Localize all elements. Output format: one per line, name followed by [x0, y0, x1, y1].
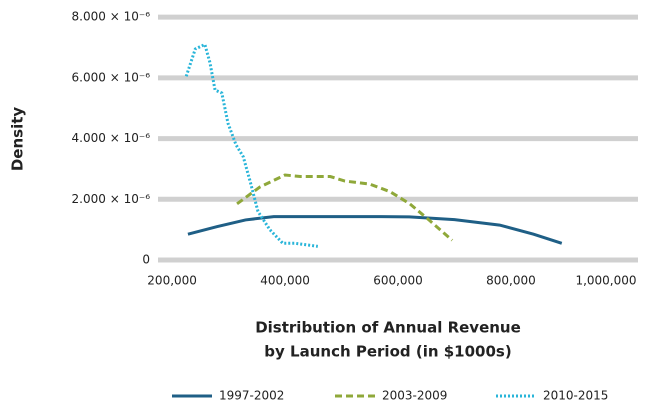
x-tick-label: 400,000 — [260, 274, 310, 288]
legend-label: 1997-2002 — [219, 389, 284, 403]
series-line — [236, 173, 454, 242]
y-tick-label: 8.000 × 10⁻⁶ — [72, 10, 151, 24]
y-tick-label: 0 — [142, 253, 150, 267]
legend-label: 2010-2015 — [543, 389, 608, 403]
y-tick-label: 4.000 × 10⁻⁶ — [72, 131, 151, 145]
series-line — [187, 215, 563, 245]
y-tick-label: 6.000 × 10⁻⁶ — [72, 70, 151, 84]
x-tick-label: 600,000 — [373, 274, 423, 288]
series-line — [184, 42, 319, 248]
y-tick-label: 2.000 × 10⁻⁶ — [72, 192, 151, 206]
x-tick-label: 1,000,000 — [575, 274, 636, 288]
x-tick-label: 800,000 — [486, 274, 536, 288]
legend-label: 2003-2009 — [382, 389, 447, 403]
x-axis-title: by Launch Period (in $1000s) — [264, 343, 511, 361]
y-axis-title: Density — [9, 107, 27, 172]
x-tick-label: 200,000 — [147, 274, 197, 288]
x-axis-title: Distribution of Annual Revenue — [255, 319, 521, 337]
